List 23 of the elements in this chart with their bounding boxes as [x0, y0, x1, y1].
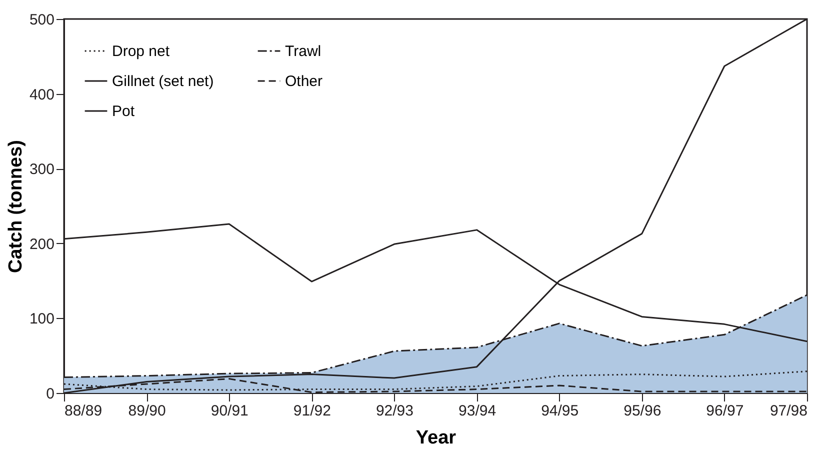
- legend-label: Trawl: [285, 43, 322, 60]
- x-tick-label: 91/92: [293, 402, 331, 420]
- legend-label: Drop net: [112, 43, 170, 60]
- x-axis-title: Year: [416, 428, 457, 448]
- x-tick-label: 95/96: [624, 402, 662, 420]
- x-tick-label: 92/93: [376, 402, 414, 420]
- x-tick-label: 88/89: [64, 402, 102, 420]
- y-axis-title: Catch (tonnes): [5, 140, 26, 273]
- y-tick-label: 100: [29, 310, 54, 328]
- legend-label: Other: [285, 73, 323, 90]
- x-tick-label: 96/97: [706, 402, 744, 420]
- y-tick-label: 200: [29, 236, 54, 253]
- y-tick-label: 300: [29, 161, 54, 178]
- x-tick-label: 97/98: [770, 402, 808, 420]
- legend-label: Pot: [112, 103, 136, 120]
- y-tick-label: 400: [29, 86, 54, 104]
- y-tick-label: 0: [46, 386, 54, 402]
- x-tick-label: 90/91: [210, 402, 248, 420]
- y-tick-label: 500: [29, 12, 54, 28]
- x-tick-label: 89/90: [128, 402, 166, 420]
- legend-label: Gillnet (set net): [112, 73, 214, 90]
- x-tick-label: 94/95: [541, 402, 579, 420]
- x-tick-label: 93/94: [458, 402, 496, 420]
